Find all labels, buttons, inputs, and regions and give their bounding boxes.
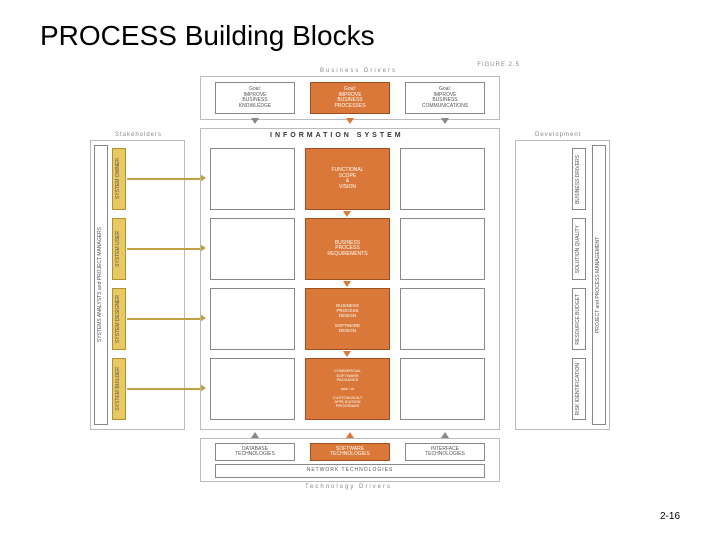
diagram-container: FIGURE 2.5 Business Drivers Goal: IMPROV… — [80, 60, 640, 500]
grid-cell-3-1: COMMERCIAL SOFTWARE PACKAGES and / or CU… — [305, 358, 390, 420]
right-item-text-2: RESOURCE BUDGET — [576, 294, 582, 345]
arrow-icon — [441, 432, 449, 438]
right-item-0: BUSINESS DRIVERS — [572, 148, 586, 210]
left-outer-text: SYSTEMS ANALYSTS and PROJECT MANAGERS — [98, 227, 104, 342]
arrow-icon — [343, 211, 351, 217]
role-bar-2: SYSTEM DESIGNER — [112, 288, 126, 350]
role-bar-3: SYSTEM BUILDER — [112, 358, 126, 420]
arrow-icon — [251, 432, 259, 438]
right-outer-text: PROJECT and PROCESS MANAGEMENT — [596, 237, 602, 333]
role-text-0: SYSTEM OWNER — [116, 158, 122, 199]
arrow-icon — [251, 118, 259, 124]
right-item-1: SOLUTION QUALITY — [572, 218, 586, 280]
network-box: NETWORK TECHNOLOGIES — [215, 464, 485, 478]
figure-label: FIGURE 2.5 — [477, 62, 520, 68]
right-outer-bar: PROJECT and PROCESS MANAGEMENT — [592, 145, 606, 425]
tech-box-2: INTERFACE TECHNOLOGIES — [405, 443, 485, 461]
grid-cell-3-2 — [400, 358, 485, 420]
role-text-2: SYSTEM DESIGNER — [116, 295, 122, 343]
arrow-line — [127, 248, 202, 250]
grid-cell-0-1: FUNCTIONAL SCOPE & VISION — [305, 148, 390, 210]
role-bar-0: SYSTEM OWNER — [112, 148, 126, 210]
grid-cell-2-2 — [400, 288, 485, 350]
grid-cell-0-0 — [210, 148, 295, 210]
right-item-3: RISK IDENTIFICATION — [572, 358, 586, 420]
page-number: 2-16 — [660, 511, 680, 522]
role-text-3: SYSTEM BUILDER — [116, 367, 122, 411]
goal-box-0: Goal: IMPROVE BUSINESS KNOWLEDGE — [215, 82, 295, 114]
grid-cell-3-0 — [210, 358, 295, 420]
arrow-icon — [441, 118, 449, 124]
right-item-text-0: BUSINESS DRIVERS — [576, 155, 582, 204]
grid-cell-1-2 — [400, 218, 485, 280]
arrow-line — [127, 388, 202, 390]
right-panel-label: Development — [535, 132, 581, 138]
left-outer-bar: SYSTEMS ANALYSTS and PROJECT MANAGERS — [94, 145, 108, 425]
top-section-label: Business Drivers — [320, 68, 397, 74]
tech-box-0: DATABASE TECHNOLOGIES — [215, 443, 295, 461]
arrow-icon — [346, 118, 354, 124]
arrow-icon — [346, 432, 354, 438]
grid-cell-2-0 — [210, 288, 295, 350]
grid-cell-1-0 — [210, 218, 295, 280]
right-item-text-1: SOLUTION QUALITY — [576, 225, 582, 273]
page-title: PROCESS Building Blocks — [40, 20, 375, 52]
arrow-line — [127, 178, 202, 180]
grid-cell-2-1: BUSINESS PROCESS DESIGN SOFTWARE DESIGN — [305, 288, 390, 350]
role-bar-1: SYSTEM USER — [112, 218, 126, 280]
role-text-1: SYSTEM USER — [116, 231, 122, 267]
grid-cell-0-2 — [400, 148, 485, 210]
right-item-text-3: RISK IDENTIFICATION — [576, 363, 582, 415]
grid-cell-1-1: BUSINESS PROCESS REQUIREMENTS — [305, 218, 390, 280]
arrow-icon — [343, 281, 351, 287]
arrow-icon — [343, 351, 351, 357]
left-panel-label: Stakeholders — [115, 132, 162, 138]
goal-box-1: Goal: IMPROVE BUSINESS PROCESSES — [310, 82, 390, 114]
bottom-section-label: Technology Drivers — [305, 484, 392, 490]
arrow-line — [127, 318, 202, 320]
right-item-2: RESOURCE BUDGET — [572, 288, 586, 350]
goal-box-2: Goal: IMPROVE BUSINESS COMMUNICATIONS — [405, 82, 485, 114]
tech-box-1: SOFTWARE TECHNOLOGIES — [310, 443, 390, 461]
